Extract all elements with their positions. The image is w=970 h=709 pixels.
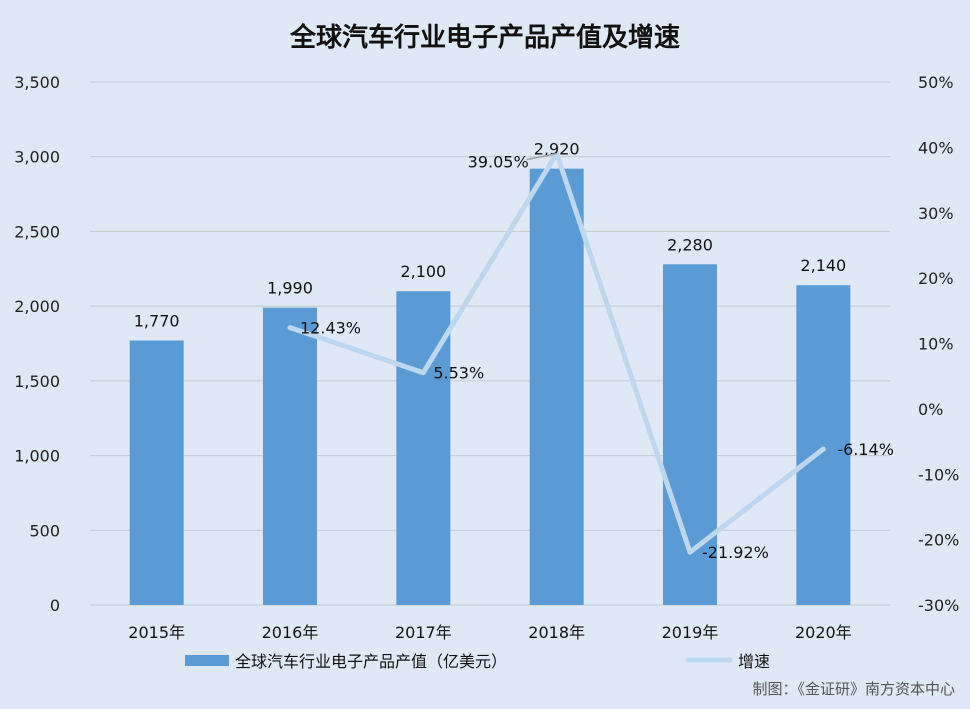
legend-line-label: 增速	[738, 652, 770, 671]
line-data-labels: 12.43% 5.53% 39.05% -21.92% -6.14%	[300, 153, 894, 563]
left-axis-tick-label: 500	[29, 521, 60, 540]
left-axis-tick-label: 3,000	[14, 148, 60, 167]
legend-bar-label: 全球汽车行业电子产品产值（亿美元）	[235, 652, 507, 671]
legend: 全球汽车行业电子产品产值（亿美元） 增速	[185, 652, 770, 671]
right-axis-tick-label: 50%	[918, 73, 954, 92]
line-data-label: -21.92%	[702, 543, 769, 562]
left-axis-tick-label: 3,500	[14, 73, 60, 92]
x-axis-tick-label: 2016年	[262, 623, 319, 642]
bar-data-label: 2,280	[667, 235, 713, 254]
x-axis-tick-labels: 2015年 2016年 2017年 2018年 2019年 2020年	[128, 623, 851, 642]
left-axis-tick-label: 2,000	[14, 297, 60, 316]
left-axis-tick-label: 1,000	[14, 447, 60, 466]
gridlines	[90, 81, 890, 606]
bar-data-label: 2,920	[534, 140, 580, 159]
x-axis-tick-label: 2015年	[128, 623, 185, 642]
right-axis-tick-label: 30%	[918, 204, 954, 223]
right-axis-tick-label: -20%	[918, 531, 959, 550]
right-axis-tick-label: 40%	[918, 138, 954, 157]
x-axis-tick-label: 2019年	[662, 623, 719, 642]
source-note: 制图：《金证研》南方资本中心	[752, 680, 955, 698]
left-axis-tick-label: 1,500	[14, 372, 60, 391]
chart-title: 全球汽车行业电子产品产值及增速	[289, 22, 680, 53]
right-axis-tick-label: 0%	[918, 400, 943, 419]
bar-data-label: 2,100	[400, 262, 446, 281]
right-axis-tick-label: 10%	[918, 335, 954, 354]
bar	[796, 285, 851, 605]
bar	[129, 340, 184, 605]
bar-data-labels: 1,770 1,990 2,100 2,920 2,280 2,140	[134, 140, 846, 331]
bar	[263, 307, 317, 605]
bar-series	[129, 168, 851, 605]
x-axis-tick-label: 2020年	[795, 623, 852, 642]
right-axis-tick-label: -10%	[918, 465, 959, 484]
right-axis-tick-label: -30%	[918, 596, 959, 615]
bar-data-label: 1,990	[267, 279, 313, 298]
line-data-label: 39.05%	[468, 153, 529, 172]
bar-data-label: 2,140	[800, 256, 846, 275]
right-axis-tick-labels: -30% -20% -10% 0% 10% 20% 30% 40% 50%	[918, 73, 959, 615]
right-axis-tick-label: 20%	[918, 269, 954, 288]
bar	[529, 168, 584, 605]
x-axis-tick-label: 2018年	[528, 623, 585, 642]
left-axis-tick-label: 0	[50, 596, 60, 615]
legend-bar-swatch	[185, 655, 229, 666]
bar-data-label: 1,770	[134, 312, 180, 331]
line-data-label: 12.43%	[300, 319, 361, 338]
x-axis-tick-label: 2017年	[395, 623, 452, 642]
line-data-label: -6.14%	[837, 440, 894, 459]
data-label-leader-line	[526, 152, 557, 161]
line-data-label: 5.53%	[433, 364, 484, 383]
left-axis-tick-label: 2,500	[14, 222, 60, 241]
left-axis-tick-labels: 0 500 1,000 1,500 2,000 2,500 3,000 3,500	[14, 73, 60, 615]
